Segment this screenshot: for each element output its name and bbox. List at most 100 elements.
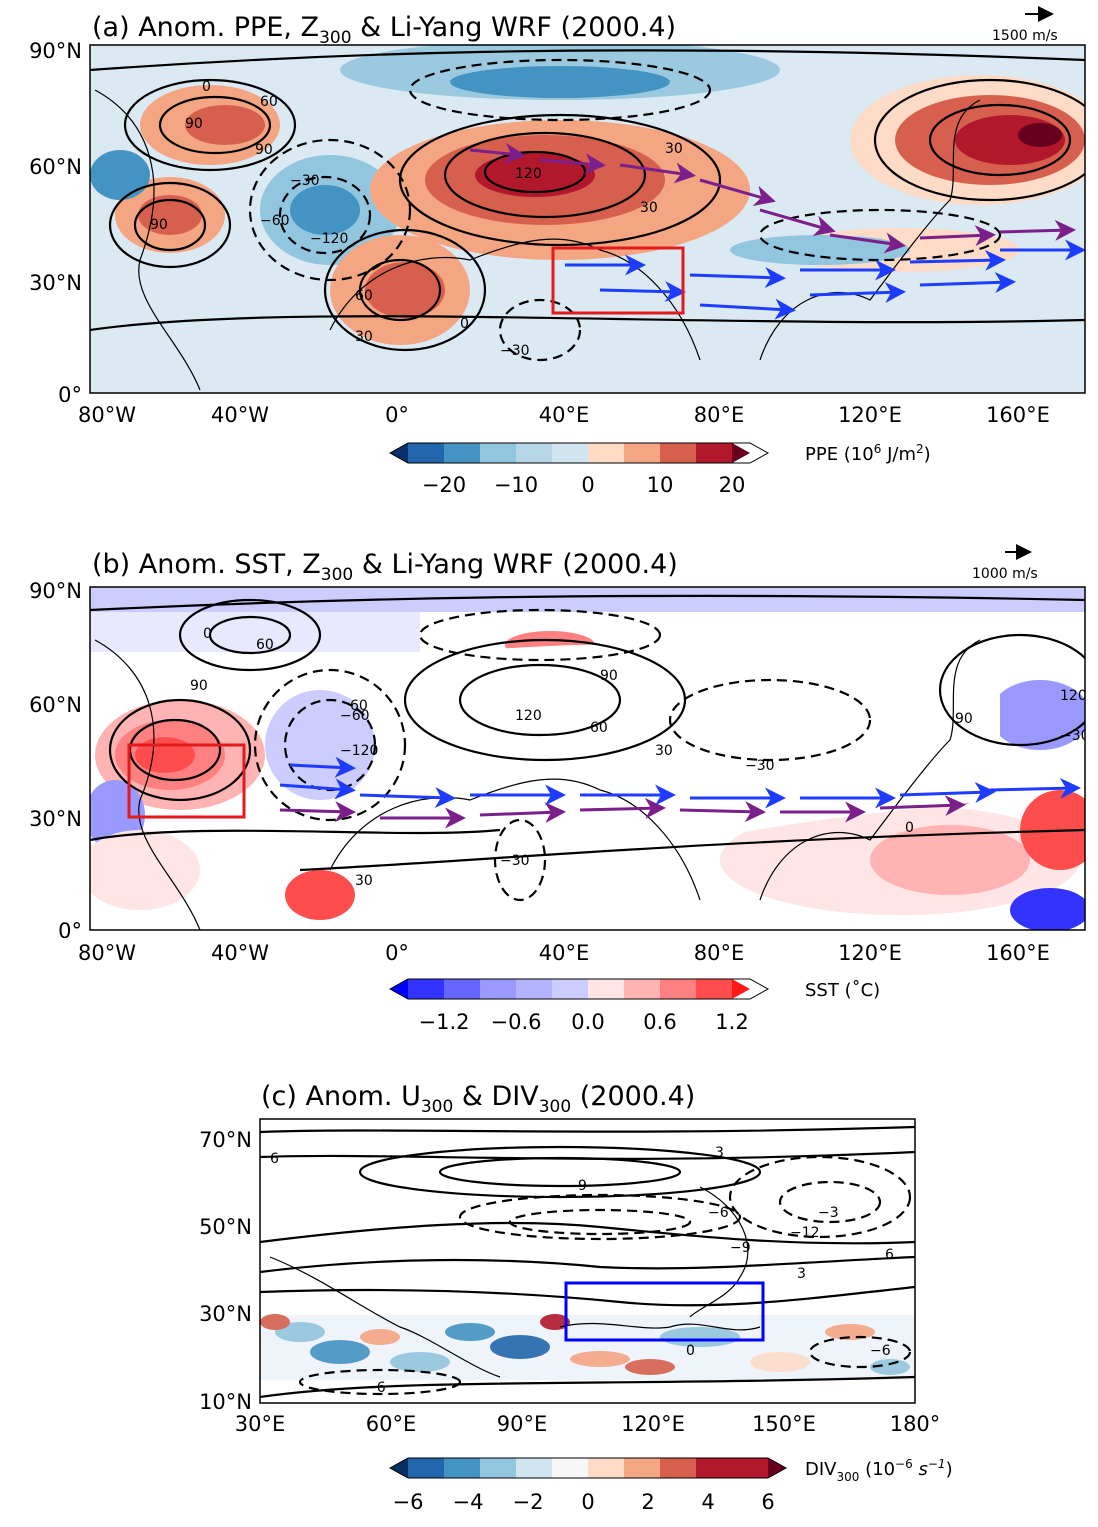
svg-text:30°N: 30°N — [29, 807, 82, 831]
svg-text:−30: −30 — [745, 758, 775, 774]
svg-text:−10: −10 — [494, 473, 538, 497]
panel-c: (c) Anom. U300 & DIV300 (2000.4) — [199, 1081, 953, 1514]
panel-b-colorbar: −1.2 −0.6 0.0 0.6 1.2 SST (˚C) — [388, 978, 880, 1034]
svg-text:120: 120 — [1060, 688, 1087, 704]
panel-c-y-ticks: 70°N 50°N 30°N 10°N — [199, 1128, 252, 1414]
svg-text:−2: −2 — [513, 1490, 544, 1514]
svg-text:−1.2: −1.2 — [419, 1010, 470, 1034]
svg-text:60: 60 — [260, 94, 278, 110]
svg-text:6: 6 — [270, 1151, 279, 1167]
svg-text:40°E: 40°E — [539, 403, 590, 427]
panel-c-x-ticks: 30°E 60°E 90°E 120°E 150°E 180° — [235, 1412, 941, 1436]
svg-text:60°E: 60°E — [366, 1412, 417, 1436]
svg-text:0: 0 — [686, 1343, 695, 1359]
svg-text:−12: −12 — [790, 1225, 820, 1241]
svg-text:90: 90 — [600, 668, 618, 684]
panel-a-colorbar-label: PPE (106 J/m2) — [805, 442, 931, 465]
svg-text:2: 2 — [641, 1490, 654, 1514]
svg-text:40°W: 40°W — [211, 403, 269, 427]
panel-b-map: 0 60 90 90 60 120 60 30 0 −30 −60 −120 3… — [90, 587, 1090, 930]
svg-text:−30: −30 — [290, 173, 320, 189]
svg-text:30: 30 — [655, 743, 673, 759]
svg-text:60°N: 60°N — [29, 693, 82, 717]
svg-text:9: 9 — [578, 1178, 587, 1194]
svg-text:−6: −6 — [708, 1205, 729, 1221]
svg-text:60: 60 — [350, 698, 368, 714]
svg-text:90: 90 — [190, 678, 208, 694]
svg-text:0: 0 — [905, 820, 914, 836]
svg-text:−3: −3 — [818, 1205, 839, 1221]
svg-text:6: 6 — [885, 1247, 894, 1263]
svg-text:150°E: 150°E — [752, 1412, 816, 1436]
svg-text:0: 0 — [460, 316, 469, 332]
svg-text:120°E: 120°E — [621, 1412, 685, 1436]
panel-a-frame — [89, 44, 1086, 394]
svg-text:0°: 0° — [58, 919, 82, 943]
svg-text:3: 3 — [797, 1266, 806, 1282]
svg-text:−20: −20 — [422, 473, 466, 497]
svg-text:160°E: 160°E — [986, 941, 1050, 965]
svg-text:30: 30 — [665, 141, 683, 157]
svg-text:160°E: 160°E — [986, 403, 1050, 427]
panel-a-colorbar: −20 −10 0 10 20 PPE (106 J/m2) — [388, 442, 931, 497]
svg-text:120: 120 — [515, 708, 542, 724]
panel-c-title: (c) Anom. U300 & DIV300 (2000.4) — [261, 1081, 695, 1117]
svg-text:−30: −30 — [500, 853, 530, 869]
svg-text:1.2: 1.2 — [715, 1010, 748, 1034]
svg-text:−120: −120 — [340, 743, 378, 759]
svg-text:90°N: 90°N — [29, 579, 82, 603]
panel-b-x-ticks: 80°W 40°W 0° 40°E 80°E 120°E 160°E — [78, 941, 1050, 965]
panel-c-colorbar-label: DIV300 (10−6 s−1) — [805, 1457, 953, 1484]
panel-c-colorbar: −6 −4 −2 0 2 4 6 DIV300 (10−6 s−1) — [388, 1457, 953, 1514]
panel-b-colorbar-label: SST (˚C) — [805, 980, 880, 1001]
panel-c-frame — [259, 1118, 916, 1404]
panel-c-map: 9 6 3 −3 −6 −9 −12 6 3 −6 0 −6 — [260, 1119, 915, 1403]
panel-a: (a) Anom. PPE, Z300 & Li-Yang WRF (2000.… — [29, 6, 1086, 497]
reference-vector-label: 1500 m/s — [992, 28, 1058, 44]
svg-text:0°: 0° — [58, 383, 82, 407]
svg-text:0°: 0° — [385, 403, 409, 427]
svg-text:0: 0 — [202, 79, 211, 95]
svg-text:0°: 0° — [385, 941, 409, 965]
svg-text:−6: −6 — [393, 1490, 424, 1514]
svg-text:0.0: 0.0 — [571, 1010, 604, 1034]
svg-text:60: 60 — [256, 637, 274, 653]
svg-text:0: 0 — [581, 473, 594, 497]
svg-text:0.6: 0.6 — [643, 1010, 676, 1034]
svg-text:120: 120 — [515, 166, 542, 182]
svg-text:40°E: 40°E — [539, 941, 590, 965]
svg-text:0: 0 — [203, 626, 212, 642]
svg-text:70°N: 70°N — [199, 1128, 252, 1152]
svg-text:90°E: 90°E — [497, 1412, 548, 1436]
svg-text:−6: −6 — [365, 1380, 386, 1396]
svg-text:−6: −6 — [870, 1343, 891, 1359]
svg-text:50°N: 50°N — [199, 1215, 252, 1239]
svg-text:80°W: 80°W — [78, 941, 136, 965]
svg-text:30: 30 — [355, 873, 373, 889]
svg-text:120°E: 120°E — [838, 941, 902, 965]
panel-b-title: (b) Anom. SST, Z300 & Li-Yang WRF (2000.… — [92, 549, 678, 585]
svg-text:0: 0 — [581, 1490, 594, 1514]
svg-text:30: 30 — [355, 329, 373, 345]
svg-text:90: 90 — [185, 116, 203, 132]
svg-text:6: 6 — [761, 1490, 774, 1514]
panel-a-map: 0 30 30 60 90 90 90 120 −30 −60 −120 60 … — [90, 45, 1085, 393]
svg-text:−60: −60 — [340, 708, 370, 724]
svg-text:10°N: 10°N — [199, 1390, 252, 1414]
svg-text:−30: −30 — [1060, 728, 1090, 744]
svg-text:120°E: 120°E — [838, 403, 902, 427]
svg-text:80°W: 80°W — [78, 403, 136, 427]
panel-a-x-ticks: 80°W 40°W 0° 40°E 80°E 120°E 160°E — [78, 403, 1050, 427]
svg-text:90: 90 — [255, 142, 273, 158]
svg-text:−30: −30 — [500, 343, 530, 359]
svg-text:80°E: 80°E — [694, 403, 745, 427]
target-region-box — [564, 1281, 765, 1342]
source-region-box — [127, 743, 246, 819]
svg-text:80°E: 80°E — [694, 941, 745, 965]
svg-text:60: 60 — [355, 288, 373, 304]
svg-text:10: 10 — [647, 473, 674, 497]
svg-text:−9: −9 — [730, 1240, 751, 1256]
svg-text:30°N: 30°N — [199, 1302, 252, 1326]
svg-text:−120: −120 — [310, 231, 348, 247]
panel-b: (b) Anom. SST, Z300 & Li-Yang WRF (2000.… — [29, 544, 1090, 1034]
